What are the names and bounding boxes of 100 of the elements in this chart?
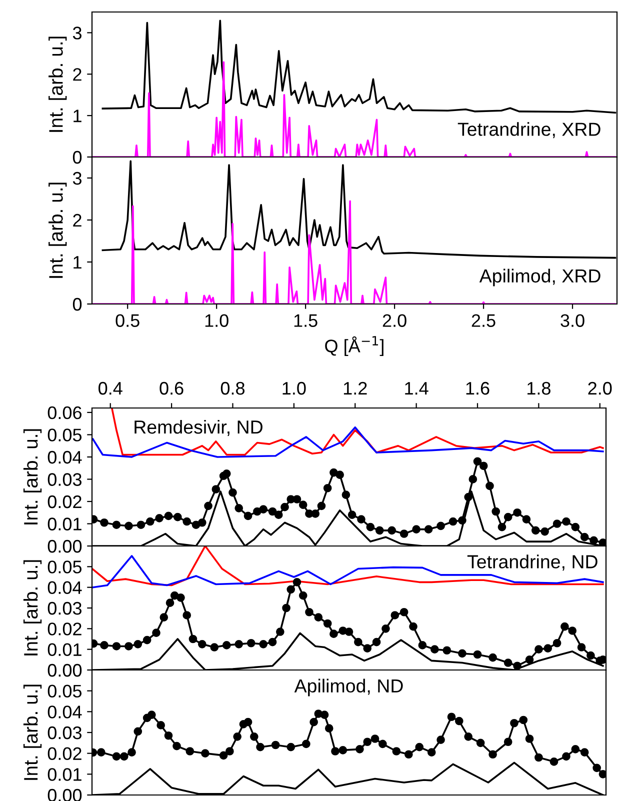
point (282, 604, 290, 612)
point (442, 646, 452, 655)
x-tick-label: 1.6 (466, 382, 490, 395)
point (404, 750, 413, 759)
x-tick-label: 1.8 (528, 382, 550, 395)
point (314, 613, 323, 622)
point (560, 622, 569, 631)
point (571, 745, 580, 754)
y-tick-label: 0.02 (48, 622, 82, 636)
y-tick-label: 0.05 (48, 684, 82, 698)
point (436, 736, 445, 744)
point (504, 658, 512, 667)
point (562, 752, 570, 761)
point (210, 643, 219, 652)
y-tick-label: 0.03 (48, 726, 82, 740)
point (592, 764, 601, 772)
point (186, 747, 194, 756)
point (233, 732, 242, 741)
y-tick-label: 0.01 (48, 518, 82, 530)
point (134, 640, 142, 648)
y-tick-label: 0.02 (48, 747, 82, 760)
point (504, 738, 512, 746)
y-tick-label: 1 (74, 110, 82, 122)
point (222, 641, 231, 650)
y-tick-label: 2 (73, 68, 82, 81)
point (363, 644, 372, 652)
point (356, 745, 364, 754)
annotation: Remdesivir, ND (134, 420, 262, 436)
point (166, 598, 174, 607)
point (152, 628, 160, 637)
point (363, 738, 372, 746)
point (330, 630, 338, 638)
point (338, 746, 348, 754)
point (120, 752, 128, 761)
y-tick-label: 0 (72, 150, 82, 164)
point (488, 750, 497, 759)
point (534, 753, 543, 762)
point (97, 748, 106, 756)
line-series (92, 546, 604, 586)
x-tick-label: 2.0 (382, 314, 406, 327)
y-tick-label: 0.04 (48, 581, 82, 594)
point (415, 742, 424, 752)
point (464, 732, 472, 741)
y-tick-label: 2 (73, 214, 82, 227)
point (525, 656, 534, 664)
annotation: Apilimod, ND (294, 678, 403, 696)
point (568, 626, 577, 635)
y-axis-title: Int. [arb. u.] (48, 36, 67, 132)
point (198, 640, 206, 648)
point (112, 752, 121, 761)
x-tick-label: 1.0 (205, 314, 228, 327)
point (577, 643, 586, 652)
point (418, 641, 427, 650)
x-tick-label: 0.5 (116, 314, 140, 327)
y-tick-label: 0.00 (48, 664, 82, 677)
point (550, 758, 558, 766)
point (519, 716, 528, 724)
point (219, 751, 228, 760)
point (320, 710, 329, 719)
point (244, 718, 252, 726)
point (302, 740, 310, 748)
point (292, 578, 302, 586)
x-tick-label: 1.2 (344, 382, 367, 395)
point (525, 734, 534, 743)
point (100, 641, 108, 650)
point (534, 645, 543, 654)
point (310, 718, 318, 726)
x-tick-label: 0.6 (160, 382, 184, 395)
point (256, 742, 264, 752)
y-axis-title: Int. [arb. u.] (48, 182, 67, 278)
point (378, 740, 387, 748)
point (392, 747, 401, 756)
point (324, 724, 334, 732)
y-tick-label: 0.05 (48, 560, 82, 574)
point (586, 651, 595, 660)
point (128, 748, 136, 756)
point (259, 640, 268, 648)
annotation: Apilimod, XRD (479, 268, 600, 286)
point (176, 594, 185, 602)
point (372, 638, 381, 646)
x-tick-label: 2.0 (588, 382, 612, 395)
point (370, 734, 380, 743)
point (323, 619, 332, 628)
x-tick-label: 0.4 (98, 382, 122, 395)
y-tick-label: 0.01 (48, 643, 82, 656)
y-tick-label: 0.05 (48, 428, 82, 442)
x-tick-label: 1.0 (282, 382, 306, 395)
point (226, 747, 234, 756)
x-tick-label: 1.4 (405, 382, 428, 395)
point (246, 638, 256, 648)
x-tick-label: 0.8 (220, 382, 245, 395)
line-series (92, 555, 604, 588)
point (598, 770, 606, 778)
y-tick-label: 3 (72, 26, 82, 40)
point (134, 727, 142, 736)
x-tick-label: 1.5 (294, 314, 318, 327)
y-tick-label: 0.03 (48, 473, 82, 486)
y-tick-label: 1 (74, 256, 82, 269)
annotation: Tetrandrine, XRD (458, 122, 600, 138)
point (409, 622, 418, 631)
